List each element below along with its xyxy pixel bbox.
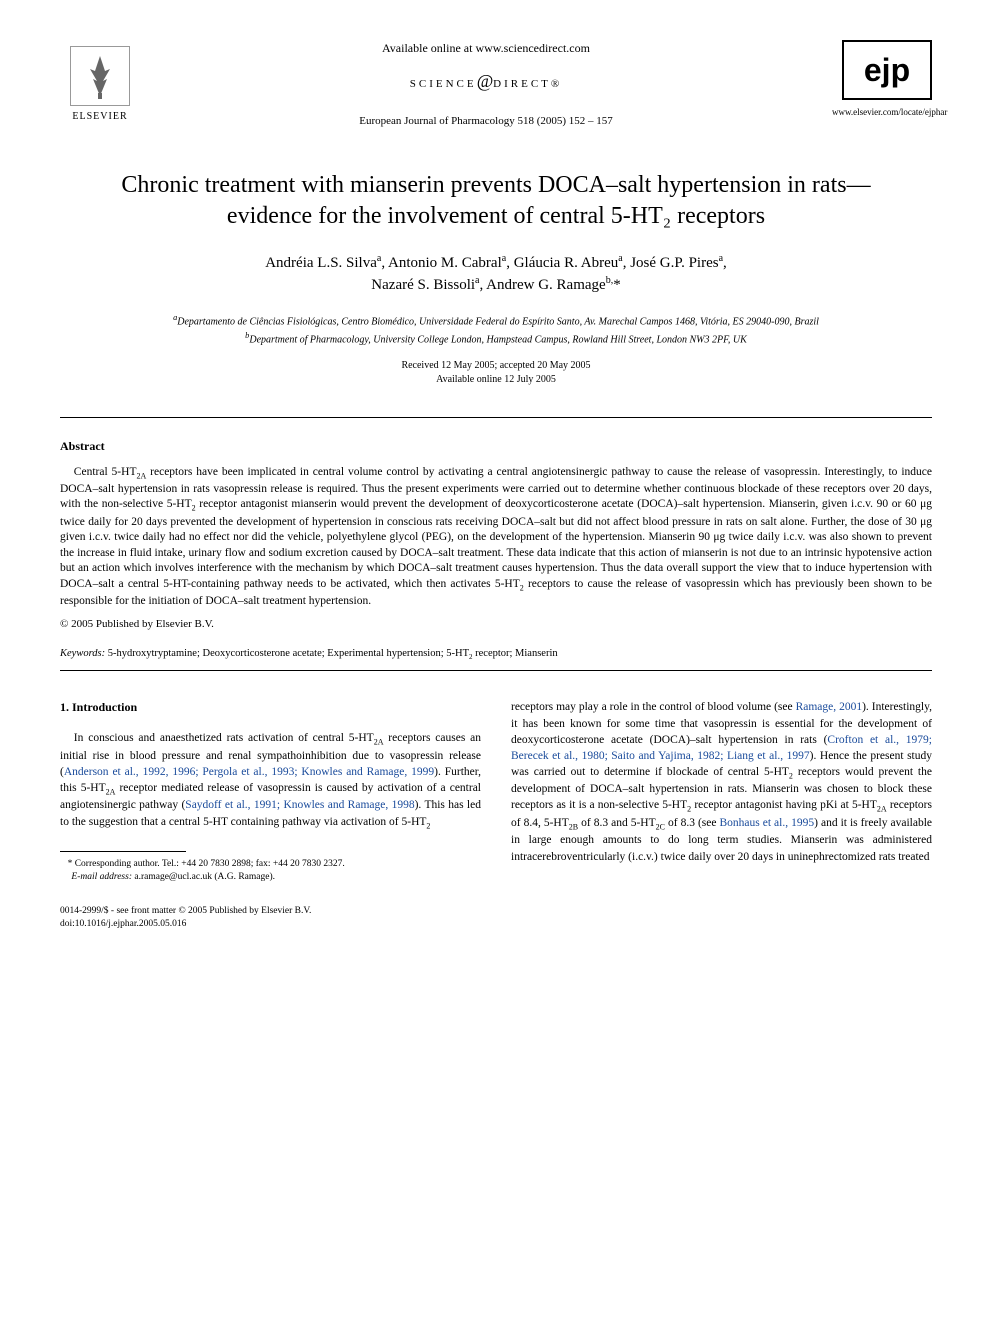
email-footnote: E-mail address: a.ramage@ucl.ac.uk (A.G.… (60, 871, 481, 884)
article-dates: Received 12 May 2005; accepted 20 May 20… (60, 359, 932, 387)
column-right: receptors may play a role in the control… (511, 699, 932, 931)
sd-right: DIRECT® (493, 78, 562, 90)
elsevier-logo: ELSEVIER (60, 40, 140, 130)
ref-anderson[interactable]: Anderson et al., 1992, 1996; Pergola et … (64, 766, 434, 778)
article-title: Chronic treatment with mianserin prevent… (80, 170, 912, 232)
ejp-logo: ejp www.elsevier.com/locate/ejphar (832, 40, 932, 119)
ref-saydoff[interactable]: Saydoff et al., 1991; Knowles and Ramage… (185, 799, 414, 811)
journal-header: ELSEVIER Available online at www.science… (60, 40, 932, 130)
corresponding-author: * Corresponding author. Tel.: +44 20 783… (60, 858, 481, 871)
header-center: Available online at www.sciencedirect.co… (140, 40, 832, 129)
issn-line: 0014-2999/$ - see front matter © 2005 Pu… (60, 905, 481, 918)
affiliations: aDepartamento de Ciências Fisiológicas, … (60, 312, 932, 347)
authors: Andréia L.S. Silvaa, Antonio M. Cabrala,… (60, 252, 932, 296)
rule-top (60, 417, 932, 418)
rule-bottom (60, 670, 932, 671)
received-accepted: Received 12 May 2005; accepted 20 May 20… (60, 359, 932, 373)
ref-bonhaus[interactable]: Bonhaus et al., 1995 (719, 817, 814, 829)
affiliation-b: bDepartment of Pharmacology, University … (60, 330, 932, 347)
abstract-body: Central 5-HT2A receptors have been impli… (60, 465, 932, 609)
ejp-url: www.elsevier.com/locate/ejphar (832, 106, 932, 119)
intro-heading: 1. Introduction (60, 699, 481, 716)
available-online-text: Available online at www.sciencedirect.co… (140, 40, 832, 57)
footnote-separator (60, 851, 186, 852)
footer-meta: 0014-2999/$ - see front matter © 2005 Pu… (60, 905, 481, 932)
ejp-text: ejp (864, 48, 910, 93)
journal-reference: European Journal of Pharmacology 518 (20… (140, 114, 832, 129)
keywords: Keywords: 5-hydroxytryptamine; Deoxycort… (60, 647, 932, 663)
elsevier-tree-icon (70, 46, 130, 106)
body-columns: 1. Introduction In conscious and anaesth… (60, 699, 932, 931)
email-label: E-mail address: (71, 872, 132, 882)
copyright: © 2005 Published by Elsevier B.V. (60, 617, 932, 632)
sd-left: SCIENCE (410, 78, 477, 90)
doi-line: doi:10.1016/j.ejphar.2005.05.016 (60, 918, 481, 931)
intro-para-1-cont: receptors may play a role in the control… (511, 699, 932, 864)
affiliation-a: aDepartamento de Ciências Fisiológicas, … (60, 312, 932, 329)
sd-at-icon: @ (477, 71, 494, 91)
sciencedirect-logo: SCIENCE@DIRECT® (140, 69, 832, 94)
column-left: 1. Introduction In conscious and anaesth… (60, 699, 481, 931)
available-online-date: Available online 12 July 2005 (60, 373, 932, 387)
intro-para-1: In conscious and anaesthetized rats acti… (60, 730, 481, 831)
ref-ramage[interactable]: Ramage, 2001 (796, 701, 863, 713)
ejp-box-icon: ejp (842, 40, 932, 100)
abstract-heading: Abstract (60, 438, 932, 455)
email-address: a.ramage@ucl.ac.uk (A.G. Ramage). (134, 872, 275, 882)
keywords-label: Keywords: (60, 648, 105, 659)
elsevier-label: ELSEVIER (72, 110, 127, 124)
